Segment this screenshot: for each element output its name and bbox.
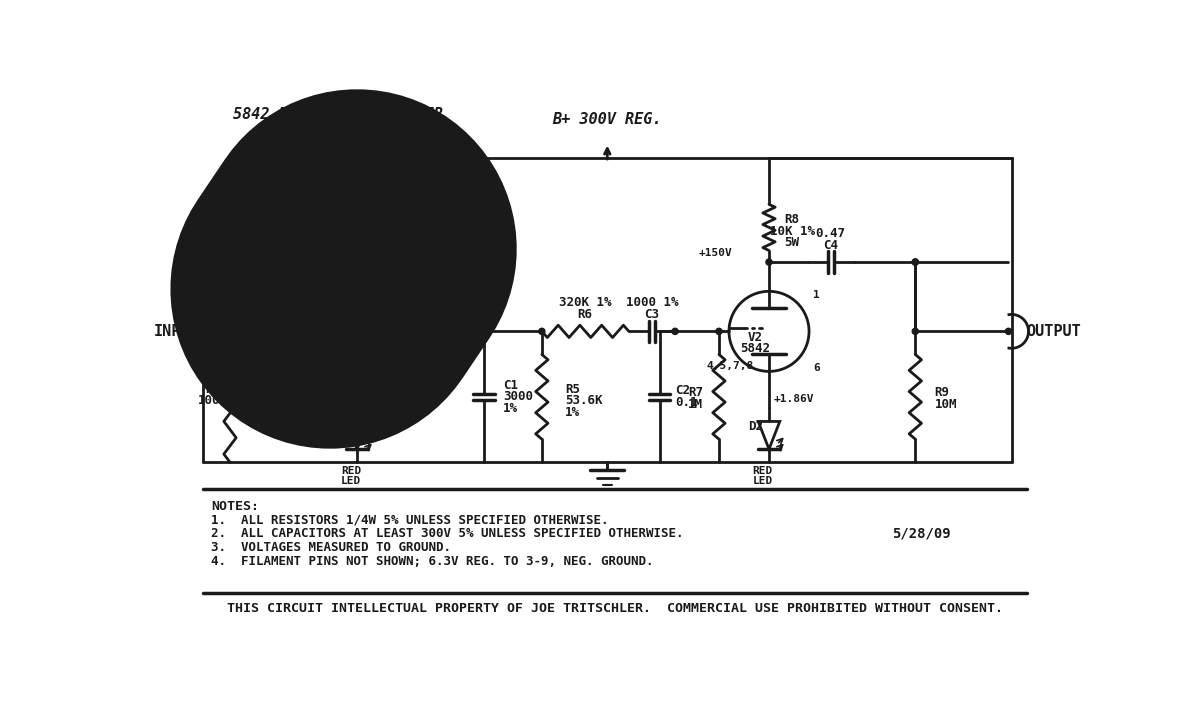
Text: D2: D2 [748, 420, 763, 433]
Text: 1: 1 [812, 290, 820, 300]
Text: C1: C1 [503, 379, 518, 392]
Circle shape [354, 259, 360, 265]
Text: R8: R8 [785, 213, 799, 227]
Text: B+ 300V REG.: B+ 300V REG. [552, 112, 662, 127]
Text: 5W: 5W [373, 236, 388, 249]
Text: 6: 6 [401, 362, 408, 372]
Text: +150V: +150V [698, 248, 732, 258]
Text: 1%: 1% [415, 296, 430, 309]
Text: C3: C3 [644, 308, 660, 321]
Text: 5W: 5W [785, 236, 799, 249]
Text: R9: R9 [935, 387, 949, 399]
Circle shape [912, 259, 918, 265]
Text: 1M: 1M [689, 398, 703, 411]
Text: NOTES:: NOTES: [211, 500, 259, 513]
Circle shape [354, 259, 360, 265]
Text: 1.  ALL RESISTORS 1/4W 5% UNLESS SPECIFIED OTHERWISE.: 1. ALL RESISTORS 1/4W 5% UNLESS SPECIFIE… [211, 513, 608, 527]
Circle shape [203, 329, 209, 334]
Text: R2: R2 [302, 342, 318, 355]
Text: 10M: 10M [935, 398, 958, 411]
Text: 0.1: 0.1 [676, 396, 697, 409]
Text: +1.86V: +1.86V [774, 394, 814, 404]
Text: R6: R6 [577, 308, 593, 321]
Circle shape [912, 259, 918, 265]
Text: 1%: 1% [565, 406, 580, 418]
Text: THIS CIRCUIT INTELLECTUAL PROPERTY OF JOE TRITSCHLER.  COMMERCIAL USE PROHIBITED: THIS CIRCUIT INTELLECTUAL PROPERTY OF JO… [227, 602, 1003, 615]
Text: C4: C4 [823, 239, 838, 251]
Text: 1: 1 [401, 290, 408, 300]
Text: 3000: 3000 [503, 390, 533, 404]
Circle shape [672, 329, 678, 334]
Text: 0.47: 0.47 [816, 227, 846, 240]
Text: 1000 1%: 1000 1% [625, 297, 678, 309]
Text: 100: 100 [299, 353, 322, 366]
Text: 10K 1%: 10K 1% [769, 224, 815, 238]
Text: 4,5,7,8: 4,5,7,8 [707, 361, 754, 371]
Text: 5842 PHONO PREAMPLIFIER: 5842 PHONO PREAMPLIFIER [233, 107, 443, 122]
Text: 2.  ALL CAPACITORS AT LEAST 300V 5% UNLESS SPECIFIED OTHERWISE.: 2. ALL CAPACITORS AT LEAST 300V 5% UNLES… [211, 527, 683, 540]
Circle shape [284, 329, 290, 334]
Text: V2: V2 [748, 331, 763, 344]
Circle shape [716, 329, 722, 334]
Text: OCTOBER 2008: OCTOBER 2008 [283, 122, 392, 137]
Text: 39.2K: 39.2K [403, 284, 442, 297]
Text: INPUT: INPUT [154, 324, 199, 339]
Circle shape [539, 329, 545, 334]
Circle shape [912, 329, 918, 334]
Text: +150V: +150V [362, 248, 396, 258]
Text: R3: R3 [373, 213, 388, 227]
Text: LED: LED [341, 476, 361, 486]
Text: R7: R7 [689, 387, 703, 399]
Text: 1%: 1% [503, 402, 518, 415]
Text: 6: 6 [812, 362, 820, 372]
Text: 100K: 100K [198, 394, 228, 407]
Text: R1: R1 [205, 382, 221, 396]
Text: LED: LED [752, 476, 773, 486]
Text: 5842: 5842 [328, 342, 358, 355]
Text: 3.  VOLTAGES MEASURED TO GROUND.: 3. VOLTAGES MEASURED TO GROUND. [211, 541, 451, 554]
Circle shape [1006, 329, 1012, 334]
Text: 4.  FILAMENT PINS NOT SHOWN; 6.3V REG. TO 3-9, NEG. GROUND.: 4. FILAMENT PINS NOT SHOWN; 6.3V REG. TO… [211, 555, 653, 568]
Text: 53.6K: 53.6K [565, 394, 602, 407]
Text: R4: R4 [415, 273, 430, 285]
Text: 320K 1%: 320K 1% [559, 297, 611, 309]
Circle shape [766, 259, 772, 265]
Text: R5: R5 [565, 382, 580, 396]
Text: RED: RED [341, 467, 361, 476]
Text: OUTPUT: OUTPUT [1026, 324, 1081, 339]
Text: 5/28/09: 5/28/09 [893, 527, 950, 541]
Text: +1.86V: +1.86V [361, 394, 402, 404]
Text: D1: D1 [336, 420, 350, 433]
Circle shape [481, 259, 487, 265]
Text: C2: C2 [676, 384, 690, 397]
Text: 5842: 5842 [740, 342, 770, 355]
Text: 10K 1%: 10K 1% [358, 224, 403, 238]
Text: V1: V1 [336, 331, 350, 344]
Text: RED: RED [752, 467, 773, 476]
